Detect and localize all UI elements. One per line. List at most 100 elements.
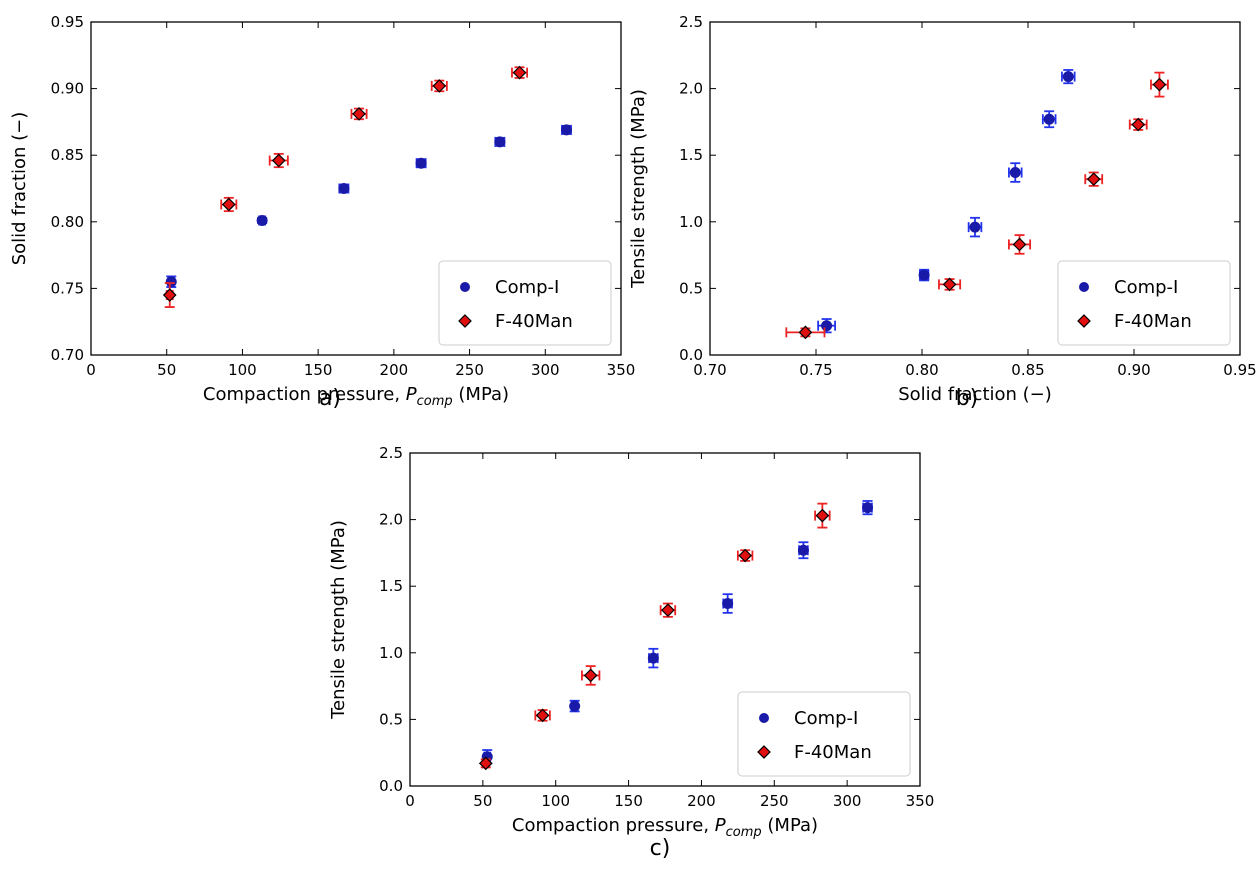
y-tick-label: 2.0 [679, 80, 703, 98]
legend: Comp-I F-40Man [737, 691, 911, 777]
legend-label: F-40Man [495, 311, 573, 332]
y-tick-label: 1.5 [379, 577, 403, 595]
x-tick-label: 150 [614, 792, 643, 810]
x-axis-label-unit: (MPa) [762, 815, 818, 836]
legend-box [1057, 260, 1231, 346]
x-tick-label: 0 [405, 792, 415, 810]
y-tick-label: 2.5 [379, 444, 403, 462]
x-tick-label: 0.75 [799, 361, 832, 379]
x-tick-label: 50 [473, 792, 492, 810]
legend-marker-f-40man [1077, 314, 1091, 328]
y-tick-label: 0.0 [679, 346, 703, 364]
x-tick-label: 200 [687, 792, 716, 810]
y-tick-label: 0.75 [51, 279, 84, 297]
y-axis-label: Tensile strength (MPa) [328, 520, 349, 720]
x-tick-label: 200 [380, 361, 409, 379]
data-point-f-40man [512, 65, 527, 80]
panel-label: c) [650, 836, 671, 861]
x-tick-label: 0.70 [693, 361, 726, 379]
data-point-comp-i [165, 276, 177, 288]
x-tick-label: 50 [157, 361, 176, 379]
data-point-f-40man [798, 325, 813, 340]
x-axis-label-sub: comp [417, 394, 453, 409]
data-point-comp-i [560, 124, 572, 136]
data-point-comp-i [918, 269, 930, 281]
x-tick-label: 100 [541, 792, 570, 810]
x-tick-label: 0.90 [1117, 361, 1150, 379]
data-point-f-40man [942, 277, 957, 292]
y-tick-label: 0.70 [51, 346, 84, 364]
data-point-comp-i [494, 136, 506, 148]
panel-label: b) [956, 386, 979, 411]
y-tick-label: 1.0 [679, 213, 703, 231]
x-axis-label: Compaction pressure, Pcomp (MPa) [512, 815, 818, 840]
legend-marker-comp-i [759, 713, 769, 723]
legend-label: Comp-I [794, 708, 858, 729]
data-point-f-40man [535, 708, 550, 723]
data-point-comp-i [797, 544, 809, 556]
x-axis-label-text: Compaction pressure, [512, 815, 715, 836]
y-tick-label: 0.95 [51, 13, 84, 31]
data-point-f-40man [478, 756, 493, 771]
data-point-f-40man [432, 79, 447, 93]
data-point-f-40man [271, 153, 286, 168]
y-axis-label: Tensile strength (MPa) [628, 89, 649, 289]
legend-marker-comp-i [1079, 282, 1089, 292]
data-point-comp-i [862, 502, 874, 514]
y-tick-label: 2.5 [679, 13, 703, 31]
data-point-f-40man [352, 107, 366, 121]
panel-label: a) [319, 386, 341, 411]
x-tick-label: 150 [304, 361, 333, 379]
y-tick-label: 2.0 [379, 511, 403, 529]
x-tick-label: 300 [531, 361, 560, 379]
legend-label: Comp-I [1114, 277, 1178, 298]
x-axis-label: Solid fraction (−) [898, 384, 1052, 405]
x-axis-label: Compaction pressure, Pcomp (MPa) [203, 384, 509, 409]
data-point-comp-i [415, 157, 427, 169]
x-tick-label: 250 [760, 792, 789, 810]
y-tick-label: 1.0 [379, 644, 403, 662]
x-axis-label-unit: (MPa) [453, 384, 509, 405]
data-point-f-40man [738, 548, 752, 563]
legend-label: F-40Man [1114, 311, 1192, 332]
data-point-comp-i [1062, 71, 1074, 83]
legend-label: Comp-I [495, 277, 559, 298]
y-tick-label: 0.80 [51, 213, 84, 231]
y-axis-label: Solid fraction (−) [9, 112, 30, 266]
chart-panel-c: 0 50 100 150 200 250 300 350 0.0 0.5 1.0 1.5 2.0 2.5 C… [328, 444, 934, 861]
y-tick-label: 1.5 [679, 146, 703, 164]
data-point-comp-i [1009, 167, 1021, 179]
data-point-f-40man [162, 288, 177, 302]
legend-box [737, 691, 911, 777]
legend-marker-comp-i [460, 282, 470, 292]
chart-panel-a: 0 50 100 150 200 250 300 350 0.70 0.75 0.80 0.85 0.9… [9, 13, 635, 411]
x-tick-label: 0 [86, 361, 96, 379]
data-point-comp-i [256, 214, 268, 226]
data-point-comp-i [821, 320, 833, 332]
x-tick-label: 250 [455, 361, 484, 379]
legend-label: F-40Man [794, 742, 872, 763]
x-axis-label-var: P [406, 384, 417, 405]
y-tick-label: 0.5 [679, 279, 703, 297]
data-point-f-40man [221, 197, 236, 212]
x-axis-label-sub: comp [726, 825, 762, 840]
data-point-f-40man [661, 603, 675, 618]
chart-panel-b: 0.70 0.75 0.80 0.85 0.90 0.95 0.0 0.5 1.0 1.5 2.0 2… [628, 13, 1257, 411]
data-point-f-40man [1131, 117, 1146, 132]
x-tick-label: 100 [228, 361, 257, 379]
legend: Comp-I F-40Man [1057, 260, 1231, 346]
x-axis-label-text: Solid fraction (−) [898, 384, 1052, 405]
x-tick-label: 350 [607, 361, 636, 379]
x-tick-label: 350 [906, 792, 935, 810]
x-tick-label: 300 [833, 792, 862, 810]
y-tick-label: 0.85 [51, 146, 84, 164]
data-point-f-40man [1152, 77, 1167, 92]
data-point-comp-i [1043, 113, 1055, 125]
data-point-comp-i [647, 652, 659, 664]
data-point-comp-i [338, 183, 350, 194]
data-point-comp-i [969, 221, 981, 233]
legend-marker-f-40man [458, 314, 472, 328]
legend: Comp-I F-40Man [438, 260, 612, 346]
legend-box [438, 260, 612, 346]
